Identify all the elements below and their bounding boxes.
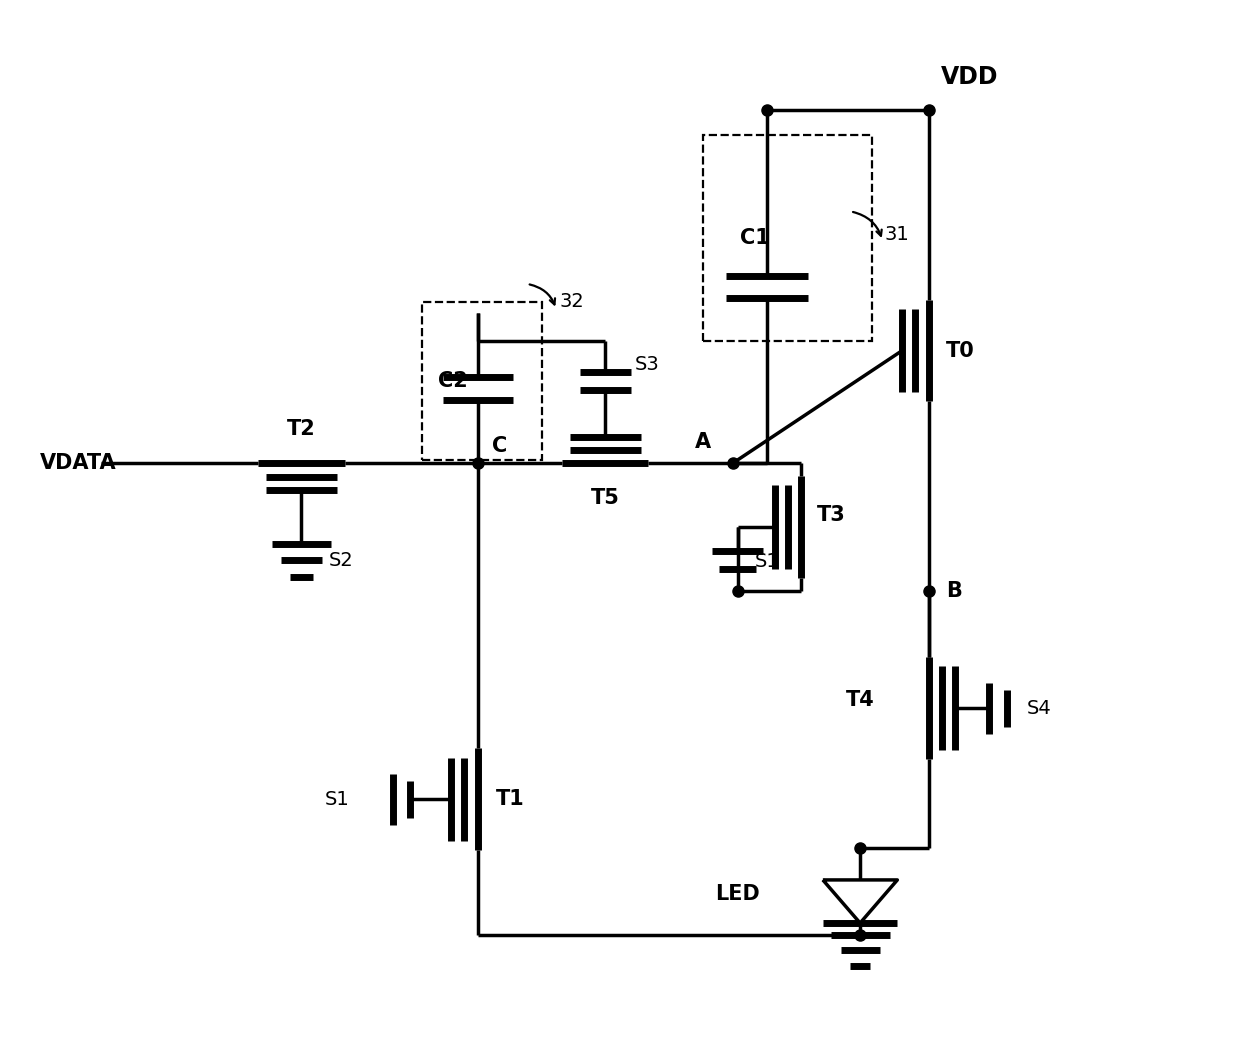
Bar <box>703 135 872 340</box>
Text: C1: C1 <box>739 228 769 248</box>
Text: S1: S1 <box>755 552 780 571</box>
Text: T5: T5 <box>591 488 620 508</box>
Text: T1: T1 <box>496 789 525 809</box>
Text: T0: T0 <box>946 340 975 360</box>
Text: T3: T3 <box>817 505 846 526</box>
Bar <box>422 302 542 461</box>
Text: VDATA: VDATA <box>40 453 117 473</box>
Text: T4: T4 <box>846 690 874 711</box>
Text: 31: 31 <box>884 225 909 244</box>
Text: VDD: VDD <box>940 65 998 89</box>
Text: S2: S2 <box>329 551 353 570</box>
Text: C: C <box>491 436 507 455</box>
Polygon shape <box>823 879 898 923</box>
Text: A: A <box>694 431 711 451</box>
Text: S4: S4 <box>1027 698 1052 718</box>
Text: T2: T2 <box>288 419 316 439</box>
Text: S1: S1 <box>325 789 350 809</box>
Text: 32: 32 <box>559 292 584 311</box>
Text: S3: S3 <box>635 355 660 374</box>
Text: C2: C2 <box>438 371 467 391</box>
Text: LED: LED <box>715 885 760 905</box>
Text: B: B <box>946 581 962 601</box>
